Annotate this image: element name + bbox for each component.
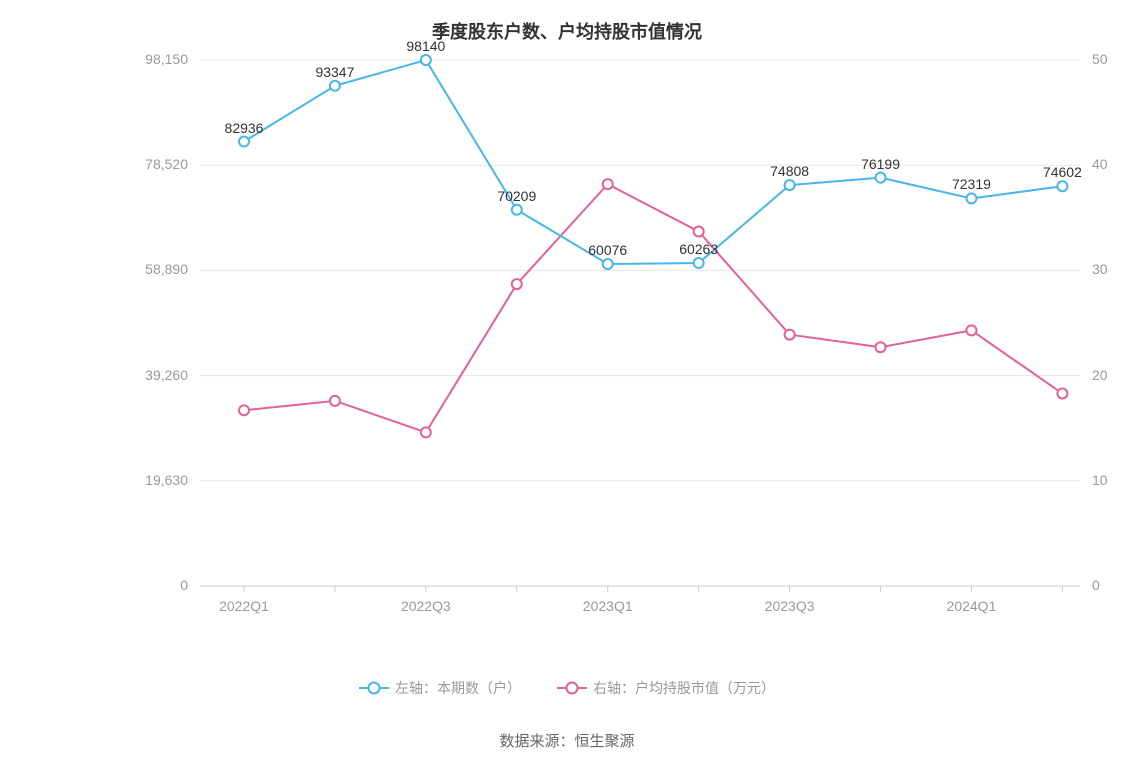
x-tick-label: 2022Q1 xyxy=(219,598,269,614)
data-point-label: 72319 xyxy=(952,176,991,192)
x-tick-label: 2023Q3 xyxy=(765,598,815,614)
y-right-tick-label: 40 xyxy=(1092,156,1108,172)
data-point-label: 98140 xyxy=(406,38,445,54)
data-point-label: 82936 xyxy=(225,120,264,136)
x-tick-label: 2023Q1 xyxy=(583,598,633,614)
y-left-tick-label: 19,630 xyxy=(145,472,188,488)
y-left-tick-label: 58,890 xyxy=(145,261,188,277)
x-tick-label: 2024Q1 xyxy=(947,598,997,614)
legend-label: 右轴：户均持股市值（万元） xyxy=(593,678,775,698)
data-source: 数据来源：恒生聚源 xyxy=(0,730,1134,751)
legend-marker-icon xyxy=(359,681,389,695)
y-left-tick-label: 0 xyxy=(180,577,188,593)
y-right-tick-label: 20 xyxy=(1092,367,1108,383)
data-point-label: 76199 xyxy=(861,156,900,172)
y-left-tick-label: 39,260 xyxy=(145,367,188,383)
data-point-label: 70209 xyxy=(497,188,536,204)
data-point-label: 60263 xyxy=(679,241,718,257)
y-left-tick-label: 78,520 xyxy=(145,156,188,172)
y-right-tick-label: 30 xyxy=(1092,261,1108,277)
y-right-tick-label: 10 xyxy=(1092,472,1108,488)
plot-area xyxy=(200,60,1080,586)
data-point-label: 60076 xyxy=(588,242,627,258)
chart-container: 季度股东户数、户均持股市值情况 左轴：本期数（户） 右轴：户均持股市值（万元） … xyxy=(0,0,1134,766)
y-right-tick-label: 50 xyxy=(1092,51,1108,67)
data-point-label: 74808 xyxy=(770,163,809,179)
y-left-tick-label: 98,150 xyxy=(145,51,188,67)
legend-item[interactable]: 左轴：本期数（户） xyxy=(359,678,521,698)
data-point-label: 74602 xyxy=(1043,164,1082,180)
data-point-label: 93347 xyxy=(315,64,354,80)
legend-marker-icon xyxy=(557,681,587,695)
chart-title: 季度股东户数、户均持股市值情况 xyxy=(0,0,1134,44)
x-tick-label: 2022Q3 xyxy=(401,598,451,614)
legend-label: 左轴：本期数（户） xyxy=(395,678,521,698)
legend: 左轴：本期数（户） 右轴：户均持股市值（万元） xyxy=(0,678,1134,698)
y-right-tick-label: 0 xyxy=(1092,577,1100,593)
legend-item[interactable]: 右轴：户均持股市值（万元） xyxy=(557,678,775,698)
